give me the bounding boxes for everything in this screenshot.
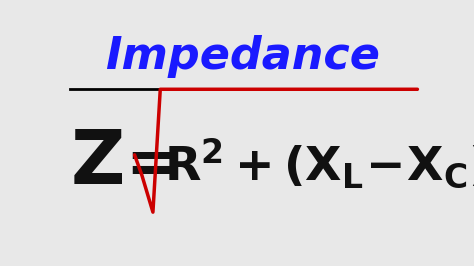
Text: $\mathbf{Z}$: $\mathbf{Z}$ <box>70 127 123 200</box>
Text: $\mathbf{R^2+(X_L\!-\!X_C)^2}$: $\mathbf{R^2+(X_L\!-\!X_C)^2}$ <box>164 136 474 190</box>
Text: $\mathbf{=}$: $\mathbf{=}$ <box>112 132 173 194</box>
Text: Impedance: Impedance <box>106 35 380 78</box>
